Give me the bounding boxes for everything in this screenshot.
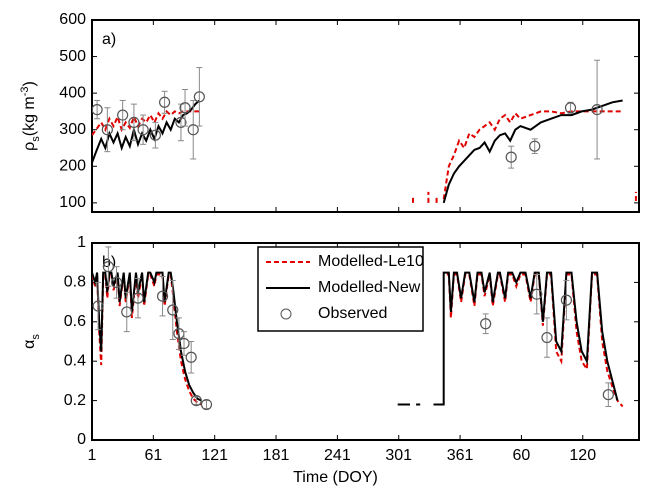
y-label-part: s [30, 334, 42, 340]
observed-point [102, 261, 114, 273]
observed-point [92, 300, 104, 312]
observed-point [149, 129, 161, 141]
observed-point [101, 124, 113, 136]
plot-frame [91, 242, 640, 441]
y-tick-label: 0.8 [64, 274, 86, 291]
x-tick-label: 61 [144, 447, 162, 464]
y-tick-label: 100 [59, 194, 86, 211]
plot-area [92, 59, 637, 204]
y-label-part: ) [21, 81, 38, 86]
observed-point [117, 109, 129, 121]
observed-point [531, 288, 543, 300]
legend-label: Observed [318, 305, 387, 322]
observed-point [190, 395, 202, 407]
observed-point [121, 306, 133, 318]
observed-point [128, 116, 140, 129]
x-tick-label: 241 [324, 447, 351, 464]
series-line [92, 273, 624, 408]
observed-point [185, 351, 197, 363]
y-label-part: α [21, 340, 38, 349]
plot-frame [91, 19, 640, 213]
y-label-part: -3 [19, 86, 31, 96]
observed-point [137, 124, 149, 136]
observed-point [179, 102, 191, 114]
legend-label: Modelled-Le10 [318, 253, 424, 270]
y-tick-label: 0.2 [64, 392, 86, 409]
observed-point [529, 140, 541, 152]
observed-point [602, 389, 614, 401]
y-axis-label: αs [21, 334, 42, 349]
y-tick-label: 0.6 [64, 313, 86, 330]
y-tick-label: 500 [59, 48, 86, 65]
observed-point [92, 104, 103, 116]
x-tick-label: 361 [447, 447, 474, 464]
legend-label: Modelled-New [318, 279, 421, 296]
x-tick-label: 181 [263, 447, 290, 464]
panel-label: a) [102, 31, 116, 48]
y-tick-label: 1 [77, 234, 86, 251]
y-tick-label: 300 [59, 121, 86, 138]
observed-point [541, 331, 553, 344]
observed-point [110, 276, 123, 288]
observed-point [505, 151, 517, 163]
y-tick-label: 200 [59, 158, 86, 175]
x-axis-label: Time (DOY) [293, 469, 378, 486]
y-label-part: (kg m [21, 96, 38, 136]
observed-point [564, 102, 577, 114]
observed-point [175, 116, 187, 129]
x-tick-label: 301 [385, 447, 412, 464]
y-label-part: ρ [21, 142, 38, 151]
y-tick-label: 0.4 [64, 352, 86, 369]
observed-point [560, 294, 573, 306]
observed-point [158, 96, 171, 108]
panel-label: b) [102, 254, 116, 271]
series-line [92, 99, 623, 204]
observed-point [591, 103, 603, 116]
x-tick-label: 60 [513, 447, 531, 464]
observed-point [132, 292, 144, 304]
x-tick-label: 120 [569, 447, 596, 464]
y-tick-label: 0 [77, 431, 86, 448]
observed-point [193, 91, 205, 103]
observed-point [480, 318, 492, 330]
observed-point [178, 337, 190, 350]
y-tick-label: 600 [59, 11, 86, 28]
plot-area [92, 246, 624, 411]
observed-point [187, 124, 199, 136]
y-label-part: s [30, 136, 42, 142]
series-line [92, 109, 637, 203]
y-tick-label: 400 [59, 84, 86, 101]
observed-point [167, 304, 179, 316]
observed-point [200, 398, 213, 411]
y-axis-label: ρs(kg m-3) [19, 81, 42, 151]
observed-point [156, 290, 169, 302]
x-tick-label: 1 [88, 447, 97, 464]
x-tick-label: 121 [201, 447, 228, 464]
legend-symbol [280, 308, 292, 320]
